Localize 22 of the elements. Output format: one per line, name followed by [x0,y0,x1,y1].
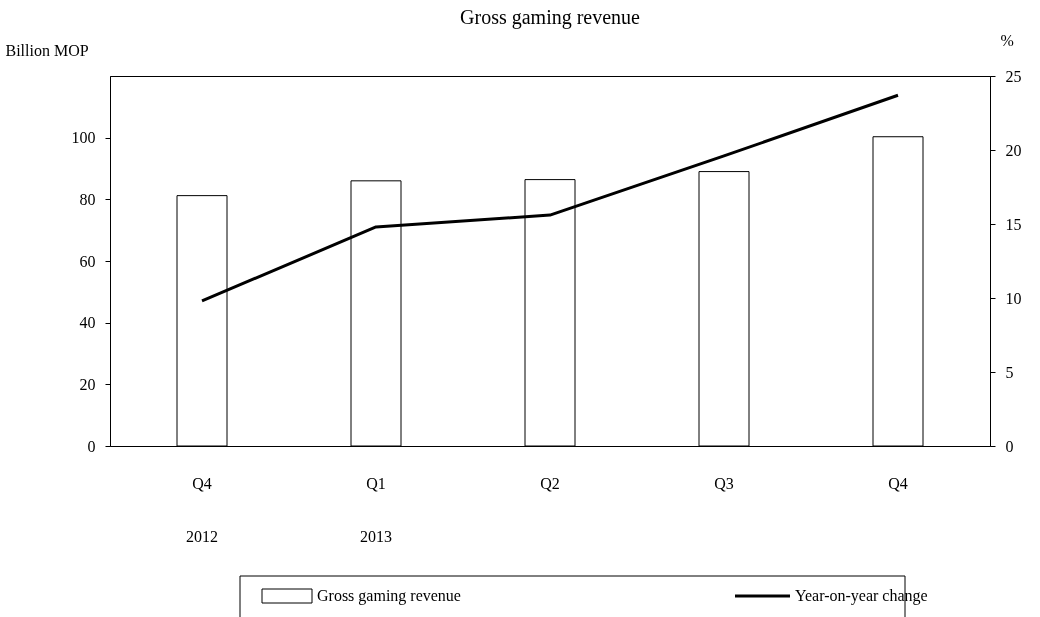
y-tick-label: 0 [87,437,96,455]
y2-tick-label: 5 [1005,363,1014,381]
legend-label: Gross gaming revenue [317,587,461,605]
y-tick-label: 80 [79,190,96,208]
chart-title: Gross gaming revenue [460,6,641,29]
y-tick-label: 60 [79,252,96,270]
y-axis-title: Billion MOP [5,41,89,59]
y-tick-label: 40 [79,314,96,332]
y2-tick-label: 0 [1005,437,1014,455]
x-tick-label: Q3 [714,475,734,492]
y-tick-label: 100 [71,129,96,147]
category-label: Q1 2013 [360,475,392,545]
x-tick-label: Q4 [888,475,908,492]
y2-tick-label: 20 [1005,141,1022,159]
y2-tick-label: 25 [1005,67,1022,85]
y2-tick-label: 10 [1005,289,1022,307]
y2-axis-title: % [1000,31,1014,49]
legend-label: Year-on-year change [795,587,928,605]
category-label: Q4 2012 [186,475,218,545]
y2-tick-label: 15 [1005,215,1022,233]
y-tick-label: 20 [79,375,96,393]
x-tick-label: Q2 [540,475,560,492]
